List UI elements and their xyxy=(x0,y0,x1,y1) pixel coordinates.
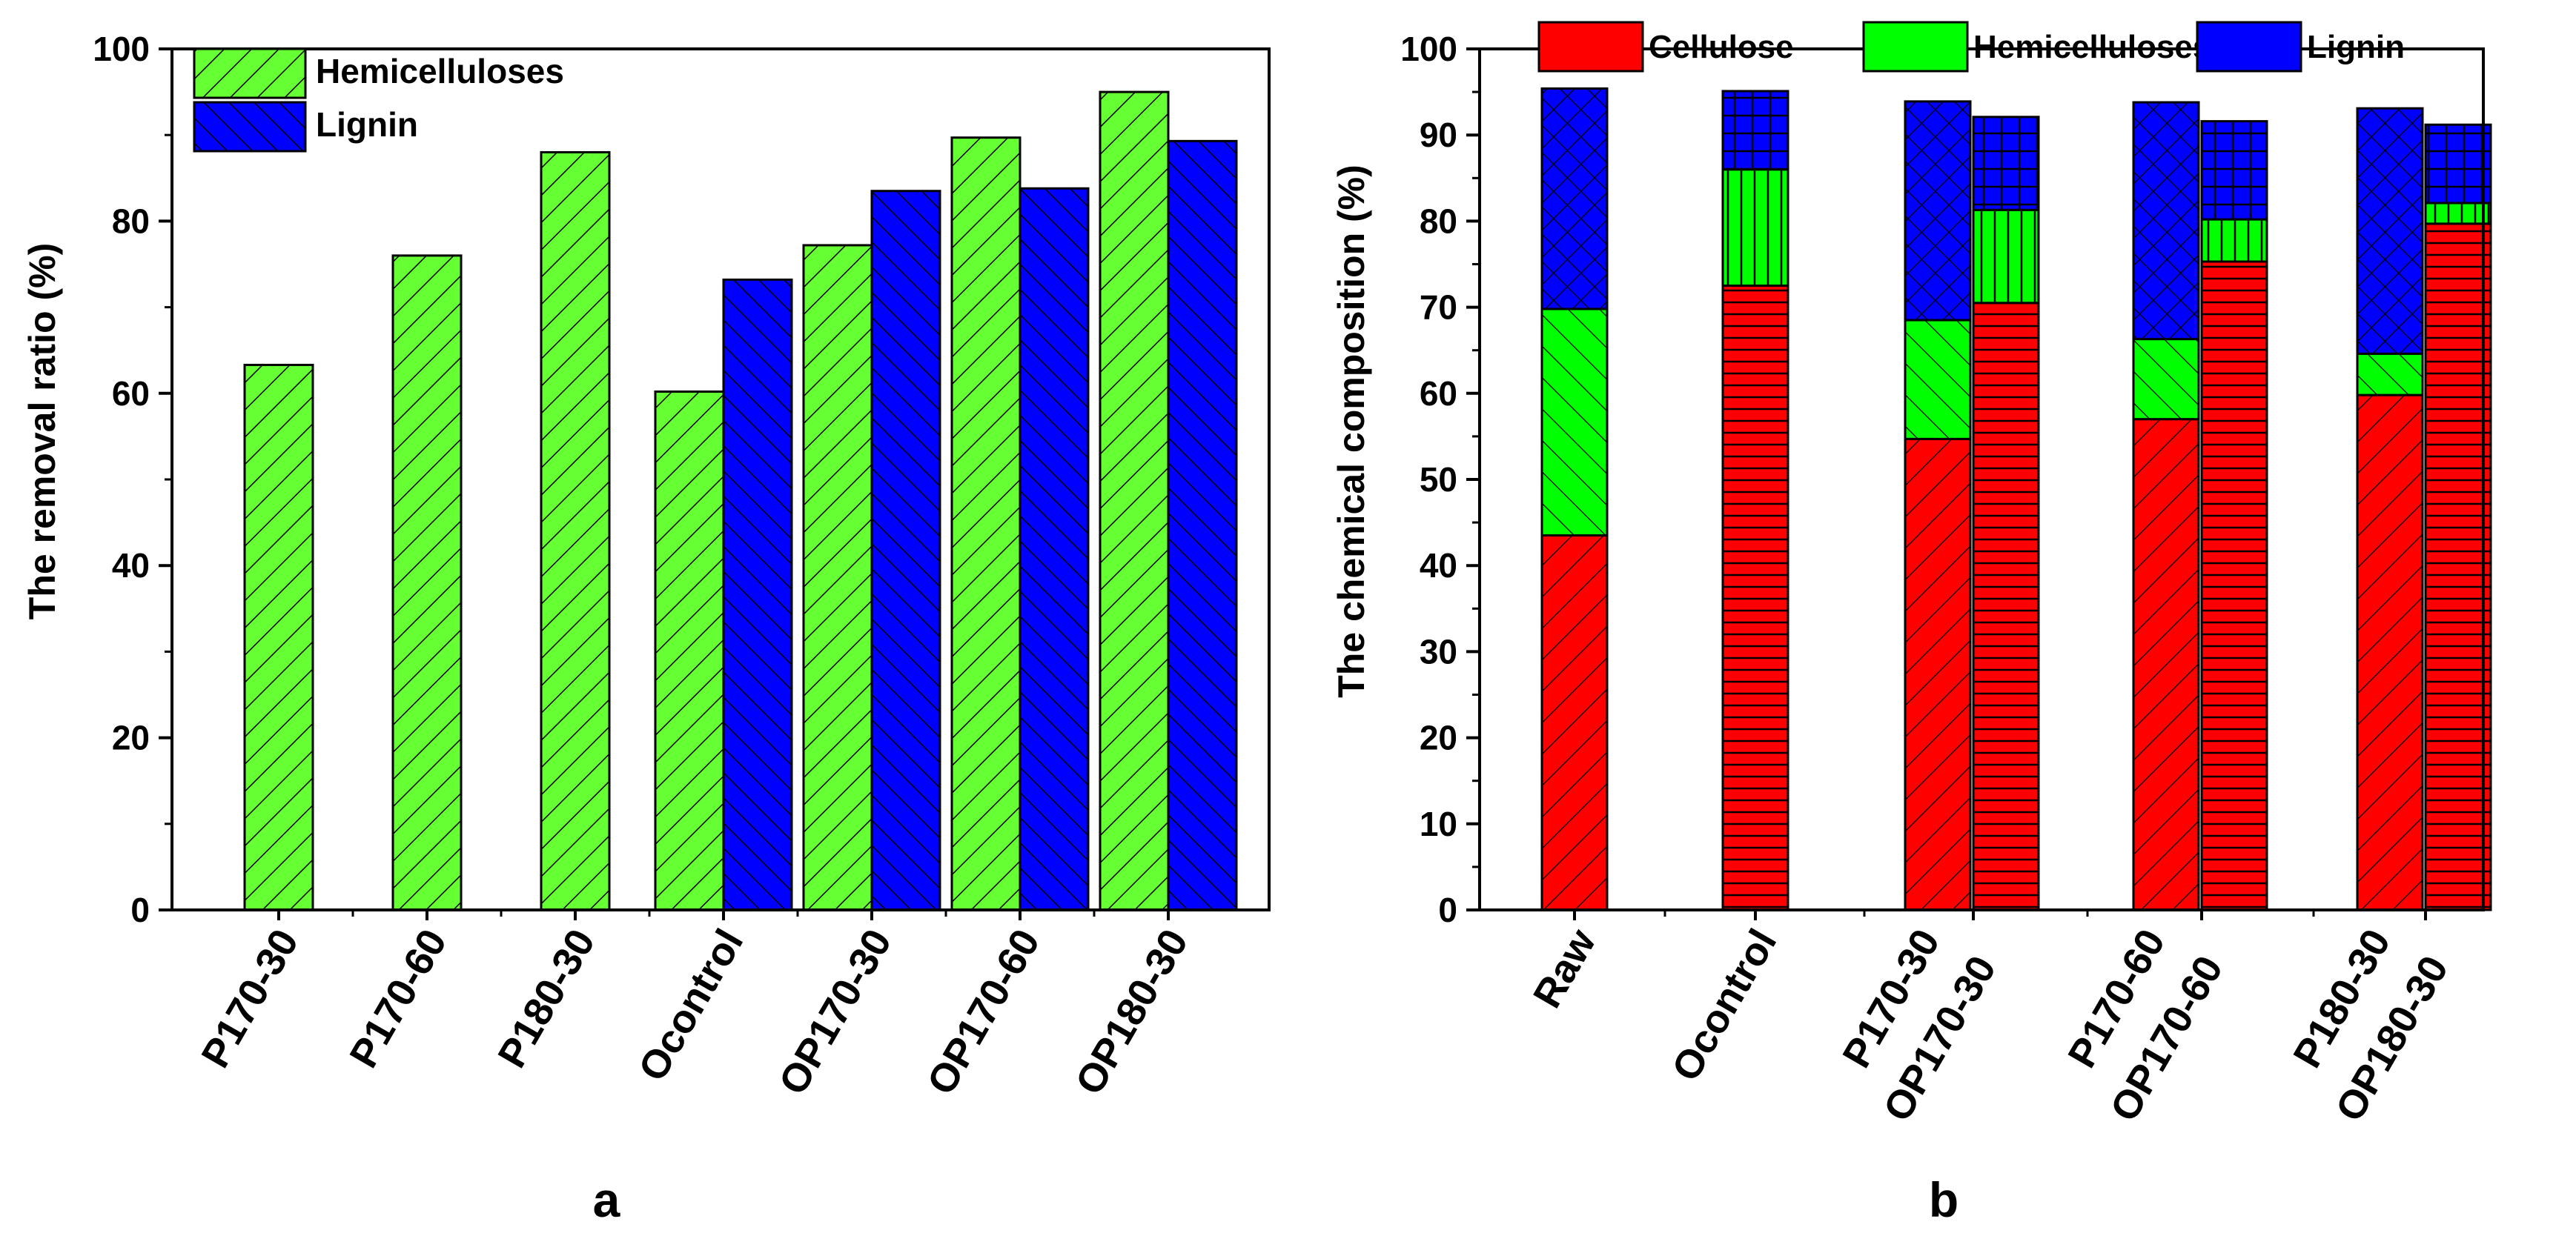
bar-lignin-op170-30-hatch xyxy=(870,190,941,911)
panel-a-ylabel: The removal ratio (%) xyxy=(21,243,63,619)
bar-cellulose-ocontrol-hatch xyxy=(1721,285,1789,911)
panel-b-legend: Cellulose Hemicelluloses Lignin xyxy=(1537,21,2405,73)
bar-lignin-p170-30-hatch xyxy=(1904,100,1972,322)
panel-a-ytick-label: 100 xyxy=(93,30,150,68)
panel-b-ytick-label: 100 xyxy=(1400,30,1457,68)
bar-cellulose-raw-hatch xyxy=(1540,534,1609,911)
bar-hemicelluloses-p180-30-hatch xyxy=(2356,352,2424,396)
chart-panel-a: 0 20 40 60 80 100 P170-30 P170-60 P180-30 Ocontro… xyxy=(21,30,1271,1227)
panel-a-ytick-label: 0 xyxy=(130,891,150,929)
bar-lignin-ocontrol-hatch xyxy=(722,278,793,911)
bar-hemicelluloses-p170-60-hatch xyxy=(391,254,463,911)
panel-b-ytick-label: 30 xyxy=(1420,632,1457,671)
panel-a-legend: Hemicelluloses Lignin xyxy=(193,47,564,153)
panel-a-bars xyxy=(243,90,1238,911)
panel-a-xtick-label: OP180-30 xyxy=(1067,922,1196,1102)
bar-cellulose-op180-30-hatch xyxy=(2424,222,2492,911)
bar-hemicelluloses-ocontrol-hatch xyxy=(654,390,725,911)
panel-b-label: b xyxy=(1929,1172,1959,1227)
bar-lignin-op170-60-hatch xyxy=(2200,120,2268,221)
bar-hemicelluloses-p170-60-hatch xyxy=(2132,338,2200,421)
bar-cellulose-op170-30-hatch xyxy=(1972,302,2040,911)
panel-a-ytick-label: 40 xyxy=(112,546,150,585)
bar-hemicelluloses-p180-30-hatch xyxy=(540,150,611,911)
panel-b-xtick-label: Raw xyxy=(1525,921,1605,1015)
bar-hemicelluloses-op180-30-hatch xyxy=(1099,90,1170,911)
bar-lignin-raw-hatch xyxy=(1540,87,1609,310)
panel-b-ytick-label: 80 xyxy=(1420,202,1457,240)
bar-hemicelluloses-op170-60-hatch xyxy=(2200,218,2268,263)
panel-b-ytick-label: 20 xyxy=(1420,719,1457,757)
panel-b-ytick-label: 60 xyxy=(1420,374,1457,413)
bar-hemicelluloses-ocontrol-hatch xyxy=(1721,168,1789,288)
panel-a-xtick-label: P180-30 xyxy=(489,922,603,1075)
legend-label-lignin: Lignin xyxy=(2307,29,2405,65)
bar-hemicelluloses-op170-60-hatch xyxy=(950,136,1022,911)
legend-label-hemicelluloses: Hemicelluloses xyxy=(316,52,564,90)
legend-swatch-hatch-lignin xyxy=(193,101,307,153)
bar-cellulose-p170-60-hatch xyxy=(2132,418,2200,911)
panel-a-ytick-label: 20 xyxy=(112,719,150,757)
panel-a-label: a xyxy=(593,1172,621,1227)
panel-b-ytick-label: 10 xyxy=(1420,805,1457,843)
panel-b-ytick-label: 50 xyxy=(1420,460,1457,499)
panel-a-xtick-label: P170-60 xyxy=(341,922,455,1075)
bar-lignin-op170-60-hatch xyxy=(1019,187,1090,911)
panel-a-ytick-label: 60 xyxy=(112,374,150,413)
legend-swatch-lignin xyxy=(2196,21,2302,73)
legend-label-cellulose: Cellulose xyxy=(1649,29,1794,65)
legend-label-hemicelluloses: Hemicelluloses xyxy=(1973,29,2211,65)
bar-hemicelluloses-p170-30-hatch xyxy=(243,363,314,911)
bar-cellulose-p180-30-hatch xyxy=(2356,393,2424,911)
legend-swatch-cellulose xyxy=(1537,21,1644,73)
bar-lignin-ocontrol-hatch xyxy=(1721,90,1789,171)
bar-lignin-p170-60-hatch xyxy=(2132,101,2200,341)
panel-b-ytick-label: 40 xyxy=(1420,546,1457,585)
panel-b-xtick-label: Ocontrol xyxy=(1663,922,1785,1089)
bar-cellulose-p170-30-hatch xyxy=(1904,437,1972,911)
bar-hemicelluloses-raw-hatch xyxy=(1540,308,1609,537)
panel-a-xtick-label: P170-30 xyxy=(193,922,307,1075)
panel-b-ytick-label: 90 xyxy=(1420,116,1457,154)
legend-label-lignin: Lignin xyxy=(316,105,418,144)
panel-b-bars xyxy=(1540,87,2492,911)
panel-a-ytick-label: 80 xyxy=(112,202,150,240)
bar-cellulose-op170-60-hatch xyxy=(2200,260,2268,911)
panel-a-xtick-label: Ocontrol xyxy=(630,922,752,1089)
bar-lignin-op170-30-hatch xyxy=(1972,116,2040,211)
panel-b-ytick-label: 70 xyxy=(1420,288,1457,327)
panel-b-ylabel: The chemical composition (%) xyxy=(1331,165,1372,698)
bar-lignin-op180-30-hatch xyxy=(1167,139,1238,911)
bar-lignin-op180-30-hatch xyxy=(2424,123,2492,205)
panel-b-ytick-label: 0 xyxy=(1438,891,1457,929)
bar-hemicelluloses-op180-30-hatch xyxy=(2424,202,2492,225)
bar-hemicelluloses-op170-30-hatch xyxy=(802,244,873,911)
bar-hemicelluloses-op170-30-hatch xyxy=(1972,208,2040,305)
legend-swatch-hemicelluloses xyxy=(1862,21,1969,73)
bar-hemicelluloses-p170-30-hatch xyxy=(1904,319,1972,440)
bar-lignin-p180-30-hatch xyxy=(2356,107,2424,355)
legend-swatch-hatch-hemicelluloses xyxy=(193,47,307,99)
panel-a-xtick-label: OP170-30 xyxy=(770,922,900,1102)
panel-a-xtick-label: OP170-60 xyxy=(918,922,1048,1102)
